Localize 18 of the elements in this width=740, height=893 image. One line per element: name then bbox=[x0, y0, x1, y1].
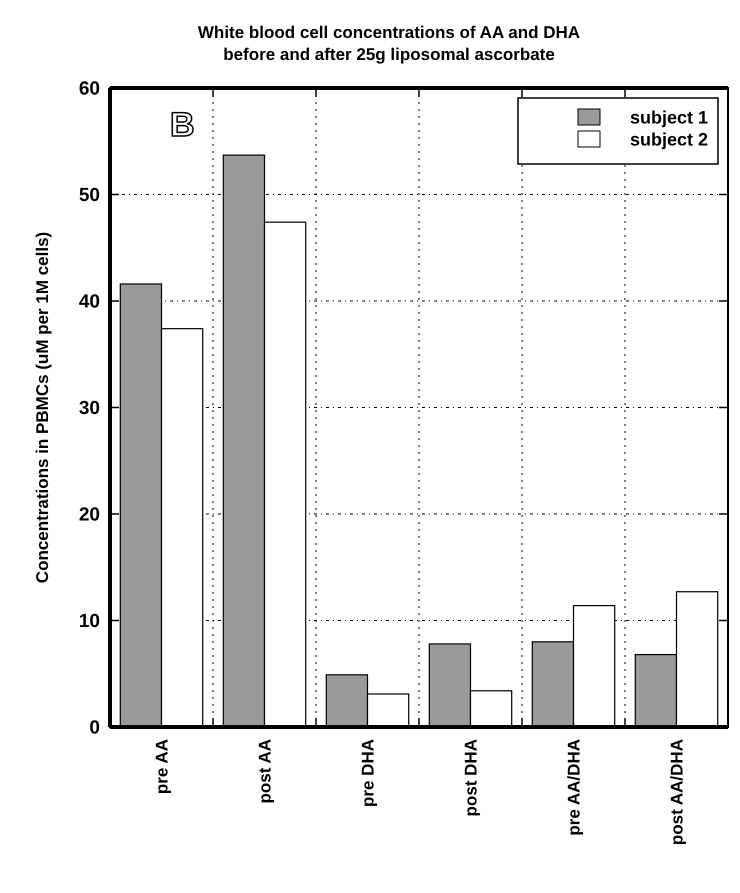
x-tick-label: pre DHA bbox=[358, 739, 378, 808]
x-tick-label: post AA bbox=[255, 739, 274, 804]
legend-label: subject 1 bbox=[630, 107, 708, 128]
x-tick-label: post AA/DHA bbox=[667, 739, 686, 846]
x-tick-label: pre AA bbox=[152, 739, 172, 794]
y-axis-title: Concentrations in PBMCs (uM per 1M cells) bbox=[33, 232, 52, 584]
chart-title: White blood cell concentrations of AA and DHA before and after 25g liposomal ascorbate bbox=[198, 23, 580, 64]
y-tick-label: 20 bbox=[78, 504, 100, 526]
y-tick-label: 30 bbox=[78, 398, 100, 420]
y-tick-label: 50 bbox=[78, 185, 100, 206]
y-tick-label: 10 bbox=[78, 611, 100, 632]
annotation: B bbox=[170, 106, 195, 144]
y-tick-label: 0 bbox=[89, 718, 100, 739]
y-tick-label: 60 bbox=[78, 78, 100, 100]
x-tick-label: pre AA/DHA bbox=[564, 739, 584, 836]
y-tick-label: 40 bbox=[78, 292, 100, 313]
legend-label: subject 2 bbox=[630, 129, 708, 150]
x-tick-label: post DHA bbox=[461, 739, 480, 816]
